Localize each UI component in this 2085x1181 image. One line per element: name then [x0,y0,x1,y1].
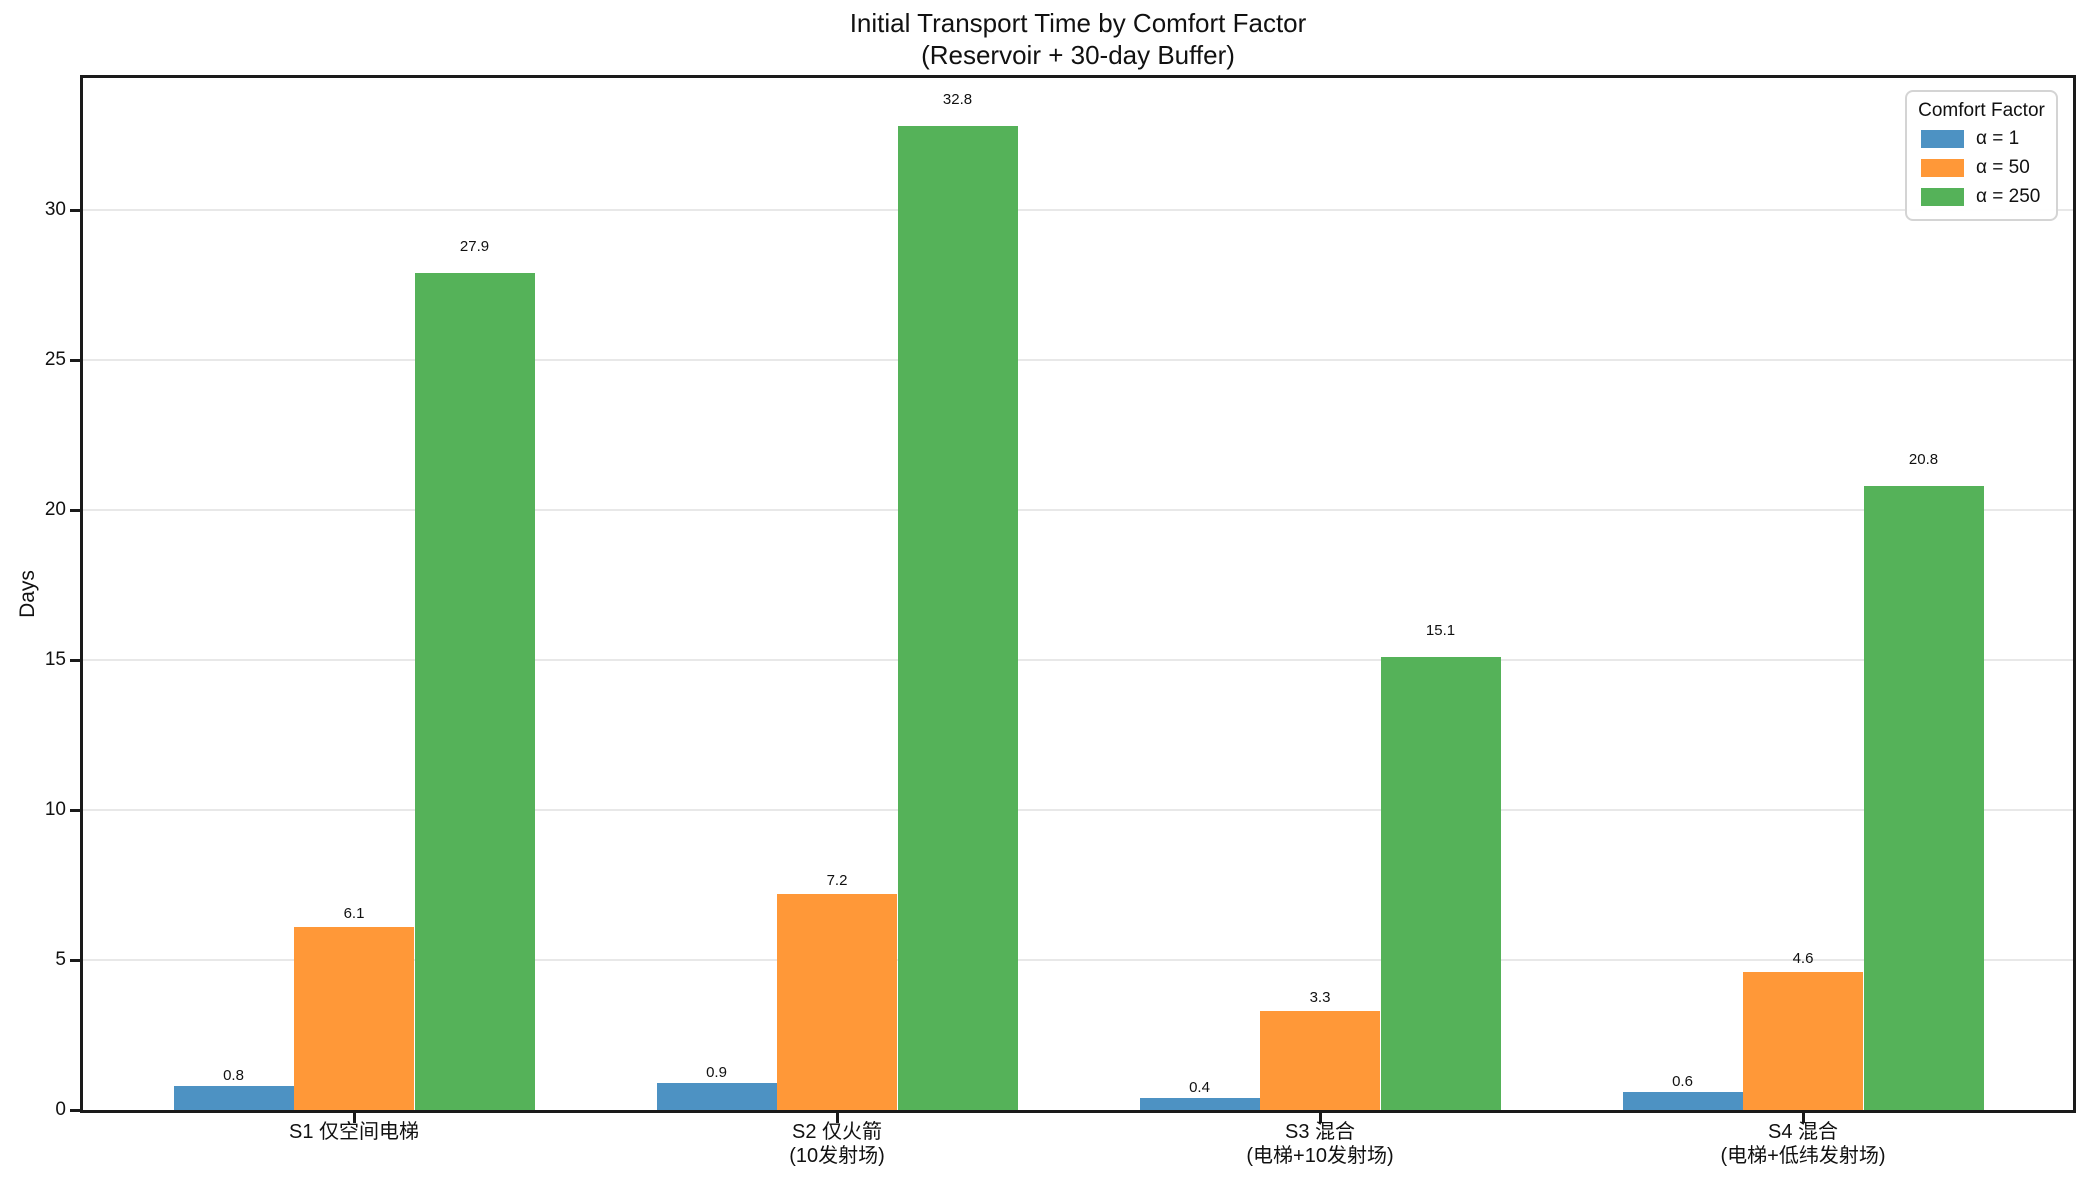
bar-α=50-cat3 [1260,1011,1380,1110]
bar-α=250-cat1 [414,273,535,1110]
bar-value-label: 0.6 [1672,1073,1693,1090]
legend-item: α = 1 [1913,124,2050,153]
bar-value-label: 32.8 [942,91,973,108]
gridline-y-5 [83,959,2073,961]
x-tick-mark [1318,1113,1322,1123]
bar-α=50-cat1 [294,927,414,1110]
y-tick-mark [70,208,80,212]
y-tick-label: 20 [44,499,66,520]
legend-item: α = 250 [1913,182,2050,211]
bar-value-label: 0.8 [223,1067,244,1084]
bar-value-label: 15.1 [1425,622,1456,639]
y-tick-label: 10 [44,799,66,820]
legend-title: Comfort Factor [1918,100,2045,121]
x-tick-mark [352,1113,356,1123]
legend-swatch-icon [1921,158,1964,177]
bar-value-label: 3.3 [1309,989,1331,1006]
bar-α=250-cat4 [1863,486,1984,1110]
x-tick-label-cat1: S1 仅空间电梯 [288,1121,420,1143]
bar-value-label: 20.8 [1908,451,1939,468]
y-tick-label: 25 [44,349,66,370]
bar-value-label: 4.6 [1792,950,1814,967]
legend-item-label: α = 1 [1976,127,2020,149]
chart-title-block: Initial Transport Time by Comfort Factor… [80,7,2076,71]
y-tick-mark [70,508,80,512]
legend-item: α = 50 [1913,153,2050,182]
gridline-y-20 [83,509,2073,511]
x-tick-label-cat4: S4 混合 (电梯+低纬发射场) [1720,1121,1886,1167]
gridline-y-30 [83,209,2073,211]
bar-α=1-cat4 [1622,1092,1743,1110]
bar-α=1-cat1 [173,1086,294,1110]
y-tick-mark [70,358,80,362]
bar-value-label: 6.1 [343,905,365,922]
y-tick-mark [70,1108,80,1112]
y-tick-mark [70,958,80,962]
legend: Comfort Factor α = 1 α = 50 α = 250 [1905,90,2058,221]
bar-α=250-cat2 [897,126,1018,1110]
bar-α=1-cat2 [656,1083,777,1110]
bar-value-label: 27.9 [459,238,490,255]
bar-value-label: 7.2 [826,872,848,889]
y-axis-label: Days [16,570,39,618]
gridline-y-15 [83,659,2073,661]
gridline-y-25 [83,359,2073,361]
y-tick-mark [70,808,80,812]
bar-value-label: 0.9 [706,1064,727,1081]
x-tick-mark [835,1113,839,1123]
bar-α=50-cat4 [1743,972,1863,1110]
y-tick-label: 30 [44,199,66,220]
y-tick-label: 5 [55,949,66,970]
legend-item-label: α = 50 [1976,156,2030,178]
y-tick-label: 15 [44,649,66,670]
gridline-y-10 [83,809,2073,811]
plot-area: 0.8 0.9 0.4 0.6 6.1 7.2 3.3 4.6 27.9 32.8 15.1 20.8 [80,75,2076,1113]
chart-subtitle: (Reservoir + 30-day Buffer) [921,40,1235,70]
bar-α=250-cat3 [1380,657,1501,1110]
legend-swatch-icon [1921,129,1964,148]
y-tick-mark [70,658,80,662]
bar-α=50-cat2 [777,894,897,1110]
x-tick-mark [1801,1113,1805,1123]
bar-α=1-cat3 [1139,1098,1260,1110]
legend-item-label: α = 250 [1976,185,2041,207]
x-tick-label-cat2: S2 仅火箭 (10发射场) [789,1121,885,1167]
y-tick-label: 0 [55,1099,66,1120]
x-tick-label-cat3: S3 混合 (电梯+10发射场) [1246,1121,1394,1167]
chart-title: Initial Transport Time by Comfort Factor [849,8,1307,38]
bar-value-label: 0.4 [1189,1079,1210,1096]
legend-swatch-icon [1921,187,1964,206]
